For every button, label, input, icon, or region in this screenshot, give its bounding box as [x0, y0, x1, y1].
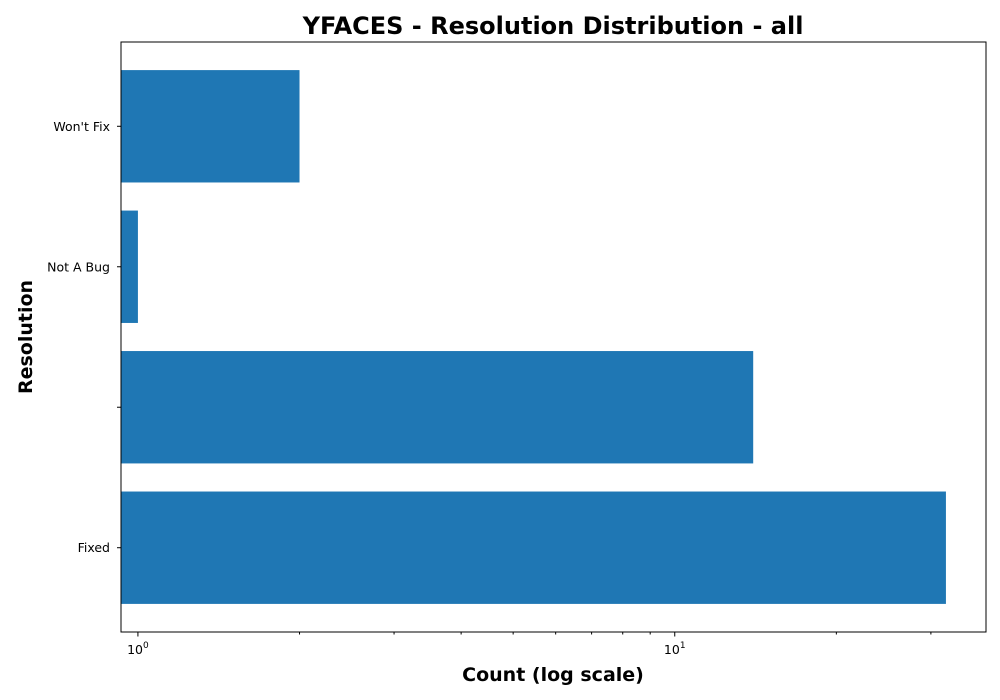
chart-title: YFACES - Resolution Distribution - all — [302, 12, 804, 40]
x-tick-base: 10 — [127, 642, 143, 657]
bar — [121, 351, 754, 464]
y-tick-label: Not A Bug — [47, 259, 110, 274]
x-ticks-group: 100 101 — [127, 632, 932, 657]
x-axis-label: Count (log scale) — [462, 664, 644, 686]
x-tick-label: 101 — [664, 641, 686, 657]
bar — [121, 70, 300, 183]
x-tick-exponent: 1 — [680, 641, 686, 651]
x-tick-label: 100 — [127, 641, 149, 657]
plot-frame — [120, 41, 987, 633]
y-tick-label: Fixed — [78, 540, 110, 555]
bar — [121, 491, 946, 604]
x-tick-exponent: 0 — [143, 641, 149, 651]
x-tick-base: 10 — [664, 642, 680, 657]
bars-group — [121, 70, 946, 604]
y-tick-label: Won't Fix — [53, 119, 110, 134]
bar — [121, 210, 138, 323]
y-ticks-group: Fixed Not A Bug Won't Fix — [47, 119, 121, 555]
y-axis-label: Resolution — [15, 280, 37, 394]
